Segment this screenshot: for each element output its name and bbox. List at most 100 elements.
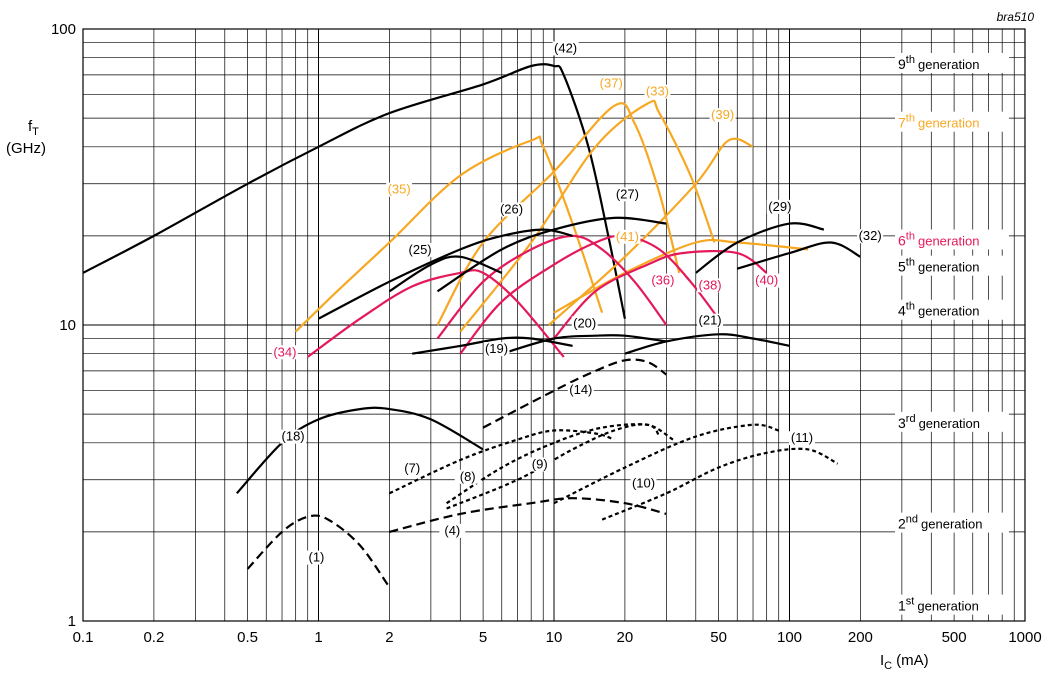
plot-border	[82, 28, 1026, 622]
series-label-bg	[567, 382, 594, 397]
x-tick-label: 0.5	[237, 629, 258, 646]
generation-label-gen7: 7th generation	[898, 113, 979, 131]
x-axis-unit: (mA)	[896, 652, 929, 669]
series-label-35: (35)	[388, 182, 411, 197]
y-tick-label: 100	[51, 21, 76, 38]
series-label-bg	[697, 313, 724, 328]
svg-text:IC(mA): IC (mA)	[880, 652, 929, 672]
series-label-bg	[483, 342, 510, 357]
series-label-bg	[789, 431, 815, 446]
series-label-29: (29)	[768, 199, 791, 214]
series-line-26	[317, 228, 573, 320]
generation-label-gen3: 3rd generation	[898, 413, 980, 431]
series-label-bg	[753, 273, 780, 288]
series-label-26: (26)	[500, 201, 523, 216]
series-label-bg	[649, 273, 676, 288]
series-label-39: (39)	[711, 107, 734, 122]
x-tick-label: 0.1	[73, 629, 94, 646]
series-line-27	[436, 216, 667, 293]
series-label-bg	[766, 199, 793, 214]
series-label-9: (9)	[532, 457, 548, 472]
y-axis-label: f	[28, 118, 33, 135]
series-line-18	[235, 406, 484, 495]
x-tick-label: 200	[848, 629, 873, 646]
generation-label-gen1: 1st generation	[898, 596, 979, 614]
series-label-4: (4)	[444, 523, 460, 538]
series-line-21	[624, 333, 790, 355]
plot-frame	[82, 28, 1026, 622]
series-line-34	[307, 269, 565, 358]
series-label-41: (41)	[616, 229, 639, 244]
series-label-36: (36)	[651, 273, 674, 288]
x-tick-label: 50	[710, 629, 727, 646]
series-line-1	[246, 514, 391, 588]
series-label-38: (38)	[699, 277, 722, 292]
series-label-bg	[857, 229, 884, 244]
series-label-bg	[614, 229, 641, 244]
series-label-34: (34)	[273, 344, 296, 359]
series-label-11: (11)	[791, 430, 813, 445]
generation-label-gen5: 5th generation	[898, 257, 979, 275]
x-axis-label-sub: C	[884, 660, 892, 672]
x-tick-label: 10	[546, 629, 563, 646]
generation-label-gen9: 9th generation	[898, 54, 979, 72]
x-tick-label: 2	[385, 629, 393, 646]
y-tick-label: 1	[68, 613, 76, 630]
series-label-20: (20)	[573, 315, 596, 330]
x-axis-label: I	[880, 652, 884, 669]
generation-label-bg	[895, 411, 1009, 432]
series-label-bg	[552, 41, 579, 56]
series-line-20	[501, 334, 667, 355]
series-label-bg	[614, 187, 641, 202]
series-line-29	[695, 222, 825, 274]
generation-label-bg	[895, 594, 1009, 615]
x-tick-label: 1	[314, 629, 322, 646]
series-label-bg	[454, 469, 481, 484]
series-label-bg	[498, 202, 525, 217]
series-label-bg	[439, 523, 466, 538]
corner-label: bra510	[997, 10, 1035, 24]
series-label-bg	[709, 108, 736, 123]
series-line-9	[446, 423, 674, 510]
series-label-37: (37)	[600, 75, 623, 90]
series-line-4	[389, 497, 667, 533]
series-label-21: (21)	[699, 313, 722, 328]
series-label-33: (33)	[646, 84, 669, 99]
grid	[82, 29, 1025, 622]
series-line-14	[482, 358, 668, 429]
x-axis-title: IC (mA)	[880, 652, 929, 672]
series-line-10	[553, 423, 780, 505]
series-label-bg	[280, 429, 307, 444]
series-label-bg	[630, 476, 657, 491]
x-tick-label: 0.2	[143, 629, 164, 646]
series-label-14: (14)	[569, 382, 592, 397]
x-tick-label: 500	[942, 629, 967, 646]
series-group	[82, 63, 861, 588]
series-line-8	[446, 423, 661, 505]
generation-label-gen4: 4th generation	[898, 301, 979, 319]
series-label-bg	[644, 84, 671, 99]
series-label-bg	[386, 182, 413, 197]
svg-text:fT: fT	[28, 118, 39, 138]
series-line-37	[436, 102, 681, 326]
series-label-42: (42)	[554, 40, 577, 55]
series-labels: (42) (37) (33) (39) (35) (41) (34) (36) (38) (40)…	[271, 40, 884, 565]
x-tick-label: 1000	[1008, 629, 1041, 646]
series-label-bg	[271, 345, 298, 360]
series-line-38	[459, 234, 720, 355]
series-line-33	[459, 99, 716, 333]
series-line-35	[294, 135, 604, 333]
series-label-bg	[697, 278, 724, 293]
series-line-41	[553, 238, 809, 314]
series-line-40	[553, 250, 768, 340]
y-axis-label-sub: T	[32, 126, 39, 138]
series-label-bg	[526, 457, 553, 472]
x-tick-label: 20	[617, 629, 634, 646]
series-label-40: (40)	[755, 273, 778, 288]
x-tick-label: 5	[479, 629, 487, 646]
series-label-bg	[598, 76, 625, 91]
series-line-32	[736, 241, 861, 270]
series-label-27: (27)	[616, 186, 639, 201]
x-tick-label: 100	[777, 629, 802, 646]
